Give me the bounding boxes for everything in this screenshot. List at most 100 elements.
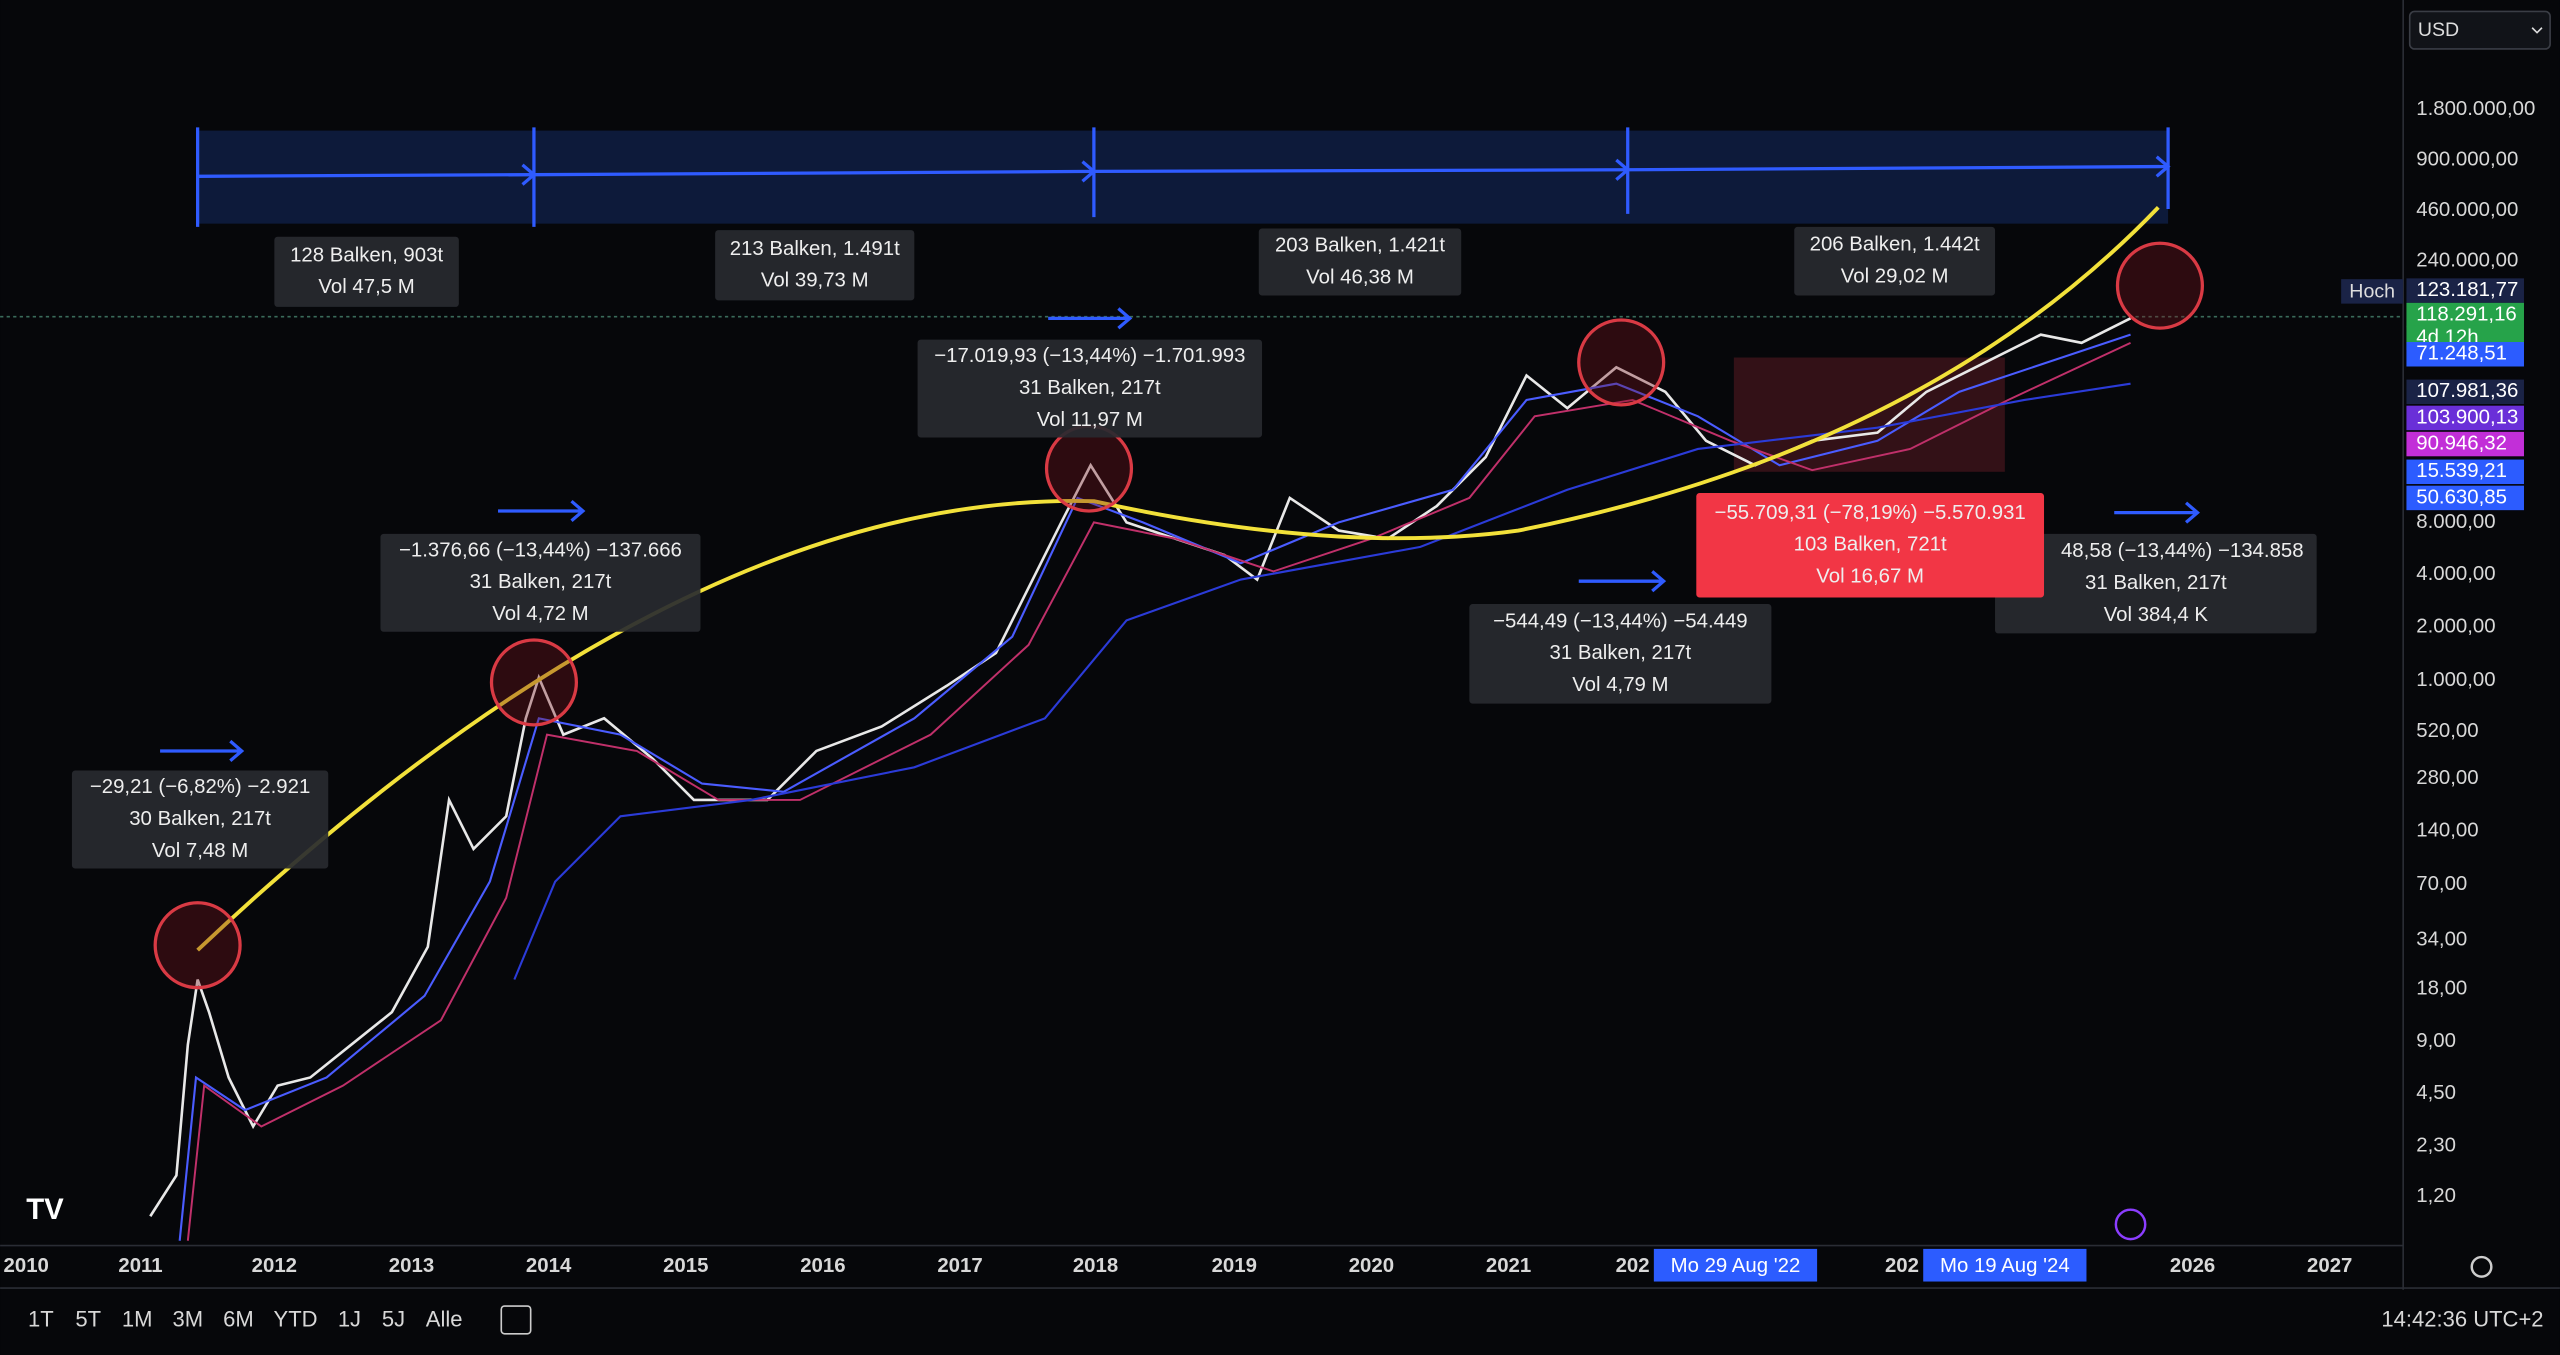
measure-label (917, 339, 1263, 438)
range-button[interactable]: 1M (122, 1307, 153, 1332)
range-button[interactable]: YTD (274, 1307, 318, 1332)
measure-text: Vol 29,02 M (1841, 266, 1949, 288)
measure-text: Vol 4,79 M (1572, 674, 1668, 696)
price-badge-text: 123.181,77 (2416, 279, 2518, 301)
measure-label (1258, 228, 1462, 296)
measure-text: 31 Balken, 217t (1019, 377, 1161, 399)
price-badge-text: 90.946,32 (2416, 432, 2507, 454)
measure-text: −1.376,66 (−13,44%) −137.666 (399, 539, 682, 561)
time-label: 2027 (2307, 1255, 2352, 1277)
time-label: 2014 (526, 1255, 572, 1277)
date-badge (1653, 1248, 1818, 1282)
price-axis (2403, 0, 2560, 1290)
dropdown-caret (2531, 27, 2543, 34)
price-label: 18,00 (2416, 978, 2467, 1000)
range-button[interactable]: 1J (338, 1307, 361, 1332)
measure-text: −29,21 (−6,82%) −2.921 (90, 776, 311, 798)
price-label: 9,00 (2416, 1030, 2456, 1052)
measure-text: −17.019,93 (−13,44%) −1.701.993 (934, 345, 1245, 367)
measure-label (715, 230, 915, 301)
measure-text: 213 Balken, 1.491t (730, 238, 900, 260)
event-icon[interactable] (2114, 1208, 2147, 1241)
date-badge-text: Mo 29 Aug '22 (1671, 1255, 1801, 1277)
measure-label (380, 533, 701, 632)
date-range-band (197, 130, 2169, 224)
measure-text: Vol 16,67 M (1816, 565, 1924, 587)
peak-circles (153, 241, 2205, 990)
date-badge (1923, 1248, 2087, 1282)
currency[interactable]: USD (2418, 19, 2459, 41)
price-badge (2406, 342, 2524, 367)
price-badge (2406, 485, 2524, 511)
time-label: 2016 (800, 1255, 845, 1277)
measure-text: Vol 384,4 K (2104, 604, 2209, 626)
date-badge-text: Mo 19 Aug '24 (1940, 1255, 2070, 1277)
price-label: 4,50 (2416, 1082, 2456, 1104)
range-button[interactable]: 1T (28, 1307, 54, 1332)
price-badge-text: 118.291,16 (2416, 303, 2517, 325)
measure-text: 103 Balken, 721t (1794, 534, 1947, 556)
time-label: 2010 (4, 1255, 49, 1277)
measure-text: Vol 4,72 M (492, 603, 588, 625)
range-button[interactable]: Alle (426, 1307, 463, 1332)
clock: 14:42:36 UTC+2 (2381, 1307, 2543, 1332)
measure-text: 30 Balken, 217t (129, 808, 271, 830)
time-label: 2018 (1073, 1255, 1118, 1277)
time-label: 2026 (2170, 1255, 2215, 1277)
arrows (160, 307, 2200, 762)
measure-text: 128 Balken, 903t (290, 244, 443, 266)
measure-label (1794, 226, 1996, 296)
measure-label (1995, 533, 2317, 634)
price-label: 2,30 (2416, 1134, 2456, 1156)
measure-text: Vol 47,5 M (318, 276, 414, 298)
high-tag (2341, 279, 2404, 304)
price-badge-text: 103.900,13 (2416, 406, 2518, 428)
measure-text: 31 Balken, 217t (2085, 572, 2227, 594)
price-label: 2.000,00 (2416, 615, 2495, 637)
price-label: 140,00 (2416, 819, 2478, 841)
measure-text: Vol 46,38 M (1306, 266, 1414, 288)
measure-text: 206 Balken, 1.442t (1810, 234, 1980, 256)
price-label: 34,00 (2416, 929, 2467, 951)
time-label: 2013 (389, 1255, 434, 1277)
range-button[interactable]: 5T (75, 1307, 101, 1332)
price-label: 1.000,00 (2416, 669, 2495, 691)
settings-icon[interactable] (2470, 1255, 2493, 1278)
time-label: 2021 (1486, 1255, 1531, 1277)
date-range-lines (195, 127, 2171, 227)
price-label: 1.800.000,00 (2416, 98, 2535, 120)
currency-select[interactable] (2408, 10, 2551, 50)
price-label: 4.000,00 (2416, 563, 2495, 585)
time-label: 202 (1885, 1255, 1919, 1277)
price-badge (2406, 379, 2524, 405)
price-badge-text: 107.981,36 (2416, 380, 2518, 402)
price-badge-text: 15.539,21 (2416, 460, 2507, 482)
price-label: 8.000,00 (2416, 511, 2495, 533)
date-range-icon[interactable] (500, 1305, 532, 1335)
range-button[interactable]: 5J (382, 1307, 405, 1332)
measure-label (71, 770, 329, 869)
price-label: 900.000,00 (2416, 148, 2518, 170)
time-label: 2015 (663, 1255, 708, 1277)
measure-label (1696, 493, 2045, 598)
price-badge (2406, 431, 2524, 457)
price-badge (2406, 459, 2524, 485)
measure-text: −544,49 (−13,44%) −54.449 (1493, 610, 1748, 632)
time-label: 2020 (1349, 1255, 1394, 1277)
measure-text: Vol 11,97 M (1037, 409, 1143, 431)
price-badge (2406, 302, 2524, 328)
logo: TV (26, 1193, 64, 1226)
measure-text: −55.709,31 (−78,19%) −5.570.931 (1715, 502, 2026, 524)
price-label: 520,00 (2416, 720, 2478, 742)
range-button[interactable]: 6M (223, 1307, 254, 1332)
measure-label (274, 236, 459, 307)
trend-curve (196, 205, 2160, 952)
measure-text: Vol 39,73 M (761, 270, 869, 292)
moving-average (178, 333, 2131, 1241)
price-label: 280,00 (2416, 767, 2478, 789)
range-button[interactable]: 3M (173, 1307, 204, 1332)
price-label: 70,00 (2416, 873, 2467, 895)
measure-label (1469, 604, 1772, 704)
